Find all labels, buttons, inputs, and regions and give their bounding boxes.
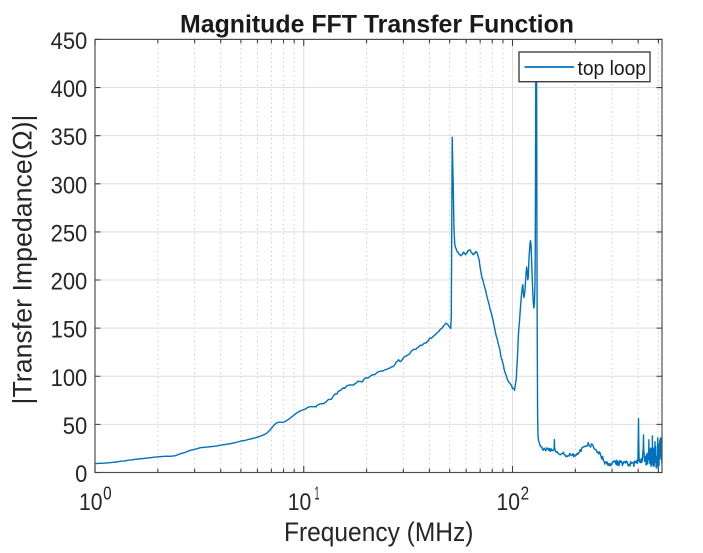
svg-text:Frequency (MHz): Frequency (MHz) (284, 517, 473, 547)
svg-text:2: 2 (521, 483, 530, 504)
svg-text:100: 100 (51, 365, 88, 392)
svg-text:250: 250 (51, 220, 88, 247)
svg-text:0: 0 (75, 461, 87, 488)
svg-text:450: 450 (51, 28, 88, 55)
svg-text:10: 10 (79, 489, 103, 516)
svg-text:1: 1 (314, 483, 319, 504)
svg-text:10: 10 (288, 489, 312, 516)
svg-text:150: 150 (51, 317, 88, 344)
svg-text:0: 0 (103, 483, 112, 504)
svg-text:200: 200 (51, 269, 88, 296)
svg-text:10: 10 (497, 489, 521, 516)
svg-text:300: 300 (51, 172, 88, 199)
svg-text:top loop: top loop (578, 58, 647, 80)
svg-text:350: 350 (51, 124, 88, 151)
svg-text:Magnitude FFT Transfer Functio: Magnitude FFT Transfer Function (180, 11, 574, 39)
svg-text:400: 400 (51, 76, 88, 103)
svg-text:50: 50 (63, 413, 88, 440)
svg-text:|Transfer Impedance(Ω)|: |Transfer Impedance(Ω)| (8, 115, 38, 405)
